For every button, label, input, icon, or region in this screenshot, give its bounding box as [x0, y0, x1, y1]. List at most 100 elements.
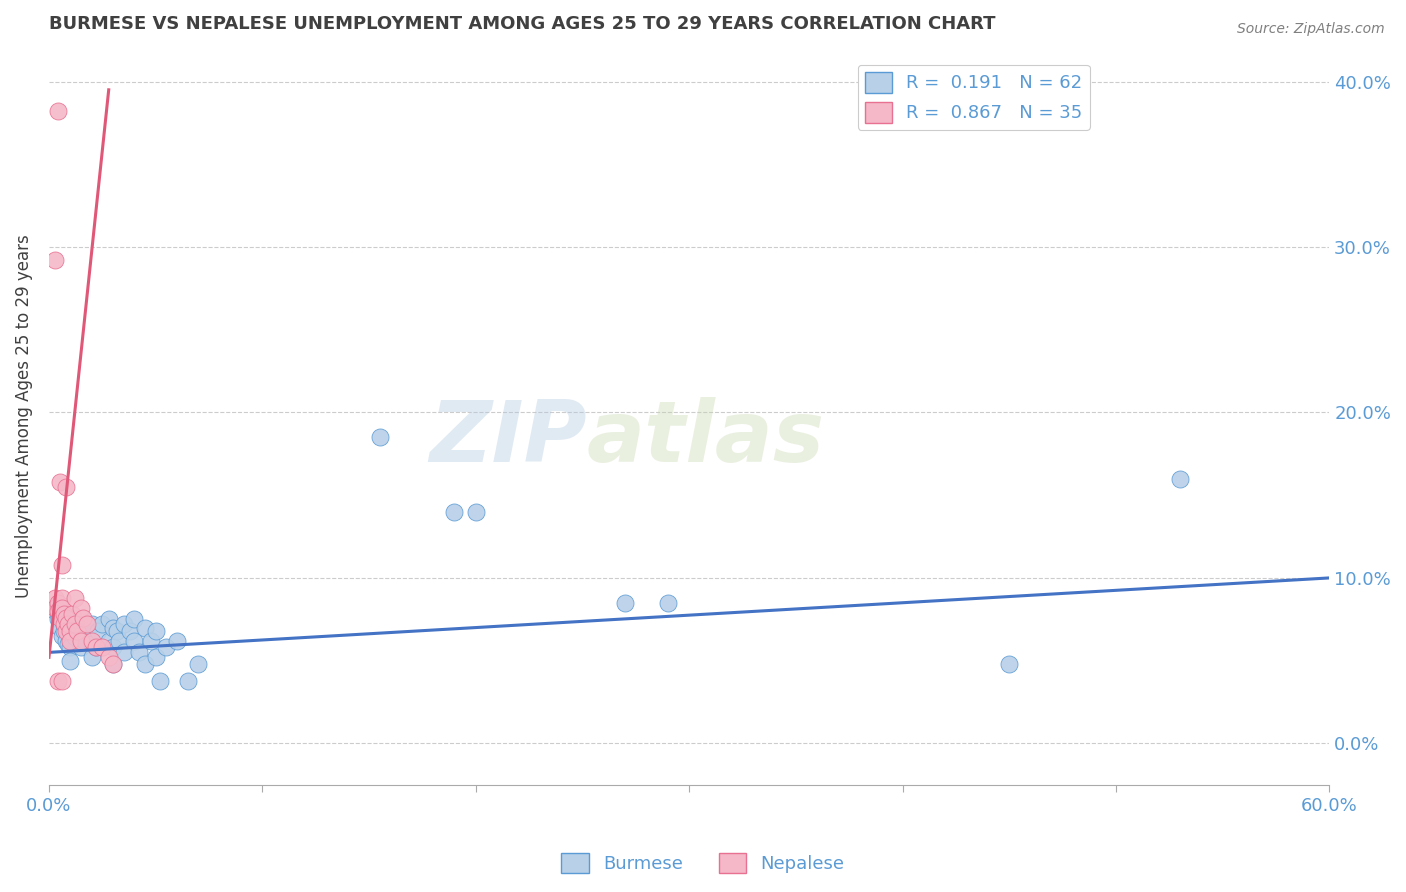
Point — [56, 637, 79, 651]
Point — [187, 657, 209, 671]
Point — [145, 650, 167, 665]
Point — [51, 558, 73, 572]
Point — [70, 633, 93, 648]
Text: atlas: atlas — [586, 397, 825, 480]
Point — [70, 617, 93, 632]
Point — [75, 633, 97, 648]
Point — [76, 617, 98, 632]
Point — [657, 596, 679, 610]
Point — [80, 633, 103, 648]
Point — [63, 617, 86, 632]
Point — [67, 629, 90, 643]
Point — [48, 621, 70, 635]
Point — [55, 610, 77, 624]
Point — [91, 640, 114, 655]
Point — [80, 617, 103, 632]
Text: ZIP: ZIP — [429, 397, 586, 480]
Point — [63, 631, 86, 645]
Point — [443, 505, 465, 519]
Point — [52, 617, 75, 632]
Point — [464, 505, 486, 519]
Text: Source: ZipAtlas.com: Source: ZipAtlas.com — [1237, 22, 1385, 37]
Point — [51, 673, 73, 688]
Point — [80, 650, 103, 665]
Text: BURMESE VS NEPALESE UNEMPLOYMENT AMONG AGES 25 TO 29 YEARS CORRELATION CHART: BURMESE VS NEPALESE UNEMPLOYMENT AMONG A… — [49, 15, 995, 33]
Point — [87, 624, 110, 638]
Point — [59, 614, 82, 628]
Point — [97, 612, 120, 626]
Point — [48, 475, 70, 489]
Point — [149, 673, 172, 688]
Point — [614, 596, 637, 610]
Point — [124, 612, 146, 626]
Point — [46, 604, 69, 618]
Point — [44, 253, 66, 268]
Point — [120, 624, 142, 638]
Point — [66, 624, 89, 638]
Y-axis label: Unemployment Among Ages 25 to 29 years: Unemployment Among Ages 25 to 29 years — [15, 235, 32, 599]
Point — [101, 657, 124, 671]
Point — [101, 621, 124, 635]
Point — [59, 654, 82, 668]
Point — [48, 610, 70, 624]
Point — [48, 600, 70, 615]
Point — [46, 673, 69, 688]
Point — [97, 650, 120, 665]
Point — [44, 604, 66, 618]
Point — [56, 621, 79, 635]
Point — [101, 657, 124, 671]
Point — [166, 633, 188, 648]
Point — [155, 640, 177, 655]
Point — [63, 591, 86, 605]
Point — [51, 600, 73, 615]
Point — [55, 633, 77, 648]
Point — [91, 640, 114, 655]
Point — [134, 621, 156, 635]
Point — [44, 591, 66, 605]
Point — [51, 607, 73, 622]
Point — [59, 624, 82, 638]
Point — [101, 640, 124, 655]
Point — [59, 640, 82, 655]
Point — [55, 610, 77, 624]
Point — [52, 624, 75, 638]
Point — [62, 624, 84, 638]
Point — [91, 617, 114, 632]
Point — [46, 596, 69, 610]
Point — [998, 657, 1021, 671]
Point — [56, 617, 79, 632]
Point — [84, 640, 107, 655]
Point — [105, 624, 128, 638]
Point — [51, 629, 73, 643]
Point — [97, 633, 120, 648]
Point — [176, 673, 198, 688]
Point — [128, 645, 150, 659]
Point — [55, 624, 77, 638]
Point — [62, 607, 84, 622]
Point — [145, 624, 167, 638]
Point — [80, 637, 103, 651]
Point — [368, 430, 391, 444]
Point — [59, 633, 82, 648]
Point — [141, 633, 163, 648]
Point — [63, 617, 86, 632]
Point — [72, 612, 94, 626]
Point — [44, 600, 66, 615]
Legend: Burmese, Nepalese: Burmese, Nepalese — [554, 846, 852, 880]
Point — [112, 617, 135, 632]
Point — [55, 480, 77, 494]
Point — [52, 617, 75, 632]
Point — [51, 591, 73, 605]
Point — [72, 610, 94, 624]
Point — [48, 600, 70, 615]
Point — [76, 624, 98, 638]
Point — [1168, 472, 1191, 486]
Point — [112, 645, 135, 659]
Point — [66, 624, 89, 638]
Point — [108, 633, 131, 648]
Point — [52, 607, 75, 622]
Point — [134, 657, 156, 671]
Point — [84, 640, 107, 655]
Point — [70, 640, 93, 655]
Point — [46, 612, 69, 626]
